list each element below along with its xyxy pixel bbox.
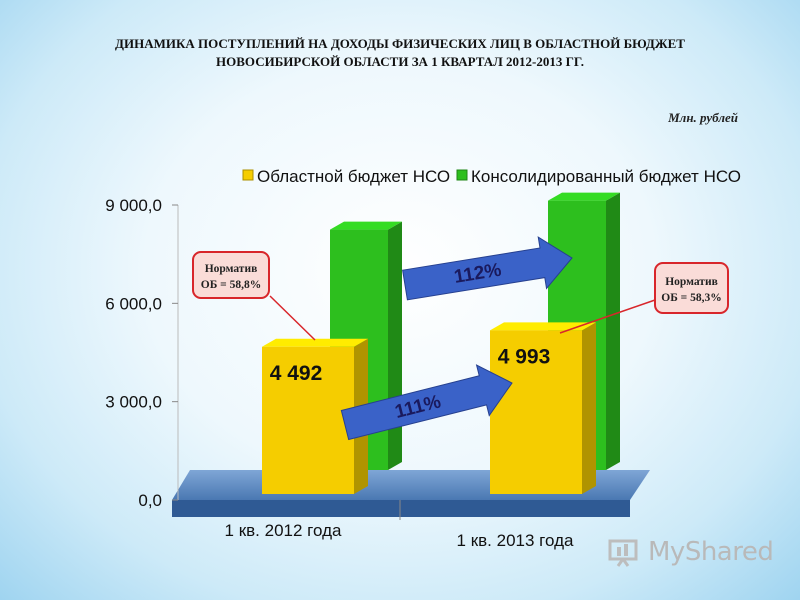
arrow-112: 112% <box>402 236 573 301</box>
presentation-icon <box>608 539 638 567</box>
y-tick-label: 6 000,0 <box>105 294 162 313</box>
callout-2013: Норматив ОБ = 58,3% <box>559 262 729 334</box>
y-tick-label: 3 000,0 <box>105 393 162 412</box>
annotations: 112% 111% Норматив ОБ = 58,8% Норматив ОБ = 5… <box>192 236 729 441</box>
bar-group: 4 492 4 993 <box>262 192 620 494</box>
bar-top <box>330 221 402 230</box>
legend-swatch <box>456 169 468 181</box>
bar-value-label: 4 993 <box>498 345 551 368</box>
y-tick-label: 0,0 <box>138 491 162 510</box>
bar-regional <box>490 322 596 494</box>
bar-side <box>606 192 620 471</box>
callout-line-1: Норматив <box>665 276 718 288</box>
bar-top <box>548 192 620 201</box>
chart-title: ДИНАМИКА ПОСТУПЛЕНИЙ НА ДОХОДЫ ФИЗИЧЕСКИ… <box>40 35 760 71</box>
units-label: Млн. рублей <box>668 110 738 125</box>
callout-leader <box>559 299 656 334</box>
legend-label: Консолидированный бюджет НСО <box>471 167 741 186</box>
callout-line-2: ОБ = 58,3% <box>661 292 721 304</box>
bar-front <box>490 330 582 494</box>
watermark: MyShared <box>608 537 774 567</box>
y-tick-label: 9 000,0 <box>105 196 162 215</box>
title-line-1: ДИНАМИКА ПОСТУПЛЕНИЙ НА ДОХОДЫ ФИЗИЧЕСКИ… <box>115 36 685 51</box>
chart-floor-edge <box>172 500 630 517</box>
legend-swatch <box>242 169 254 181</box>
callout-box <box>192 251 270 299</box>
watermark-text: MyShared <box>648 537 774 567</box>
bar-top <box>262 338 368 347</box>
legend-label: Областной бюджет НСО <box>257 167 450 186</box>
callout-box <box>654 262 729 314</box>
arrow-shape <box>402 236 573 301</box>
x-tick-label: 1 кв. 2012 года <box>225 521 342 540</box>
callout-2012: Норматив ОБ = 58,8% <box>192 251 316 341</box>
bar-value-label: 4 492 <box>270 362 323 385</box>
title-line-2: НОВОСИБИРСКОЙ ОБЛАСТИ ЗА 1 КВАРТАЛ 2012-… <box>216 54 584 69</box>
arrow-shape <box>340 364 513 441</box>
callout-line-1: Норматив <box>205 263 258 275</box>
x-tick-label: 1 кв. 2013 года <box>457 531 574 550</box>
bar-regional <box>262 338 368 494</box>
y-axis: 0,0 3 000,0 6 000,0 9 000,0 1 кв. 2012 года 1… <box>105 196 574 550</box>
bar-front <box>262 346 354 494</box>
bar-side <box>582 322 596 494</box>
bar-side <box>388 221 402 470</box>
bar-top <box>490 322 596 331</box>
legend: Областной бюджет НСО Консолидированный бю… <box>242 167 741 186</box>
callout-line-2: ОБ = 58,8% <box>201 279 261 291</box>
callout-leader <box>269 295 316 341</box>
arrow-111: 111% <box>340 364 513 441</box>
